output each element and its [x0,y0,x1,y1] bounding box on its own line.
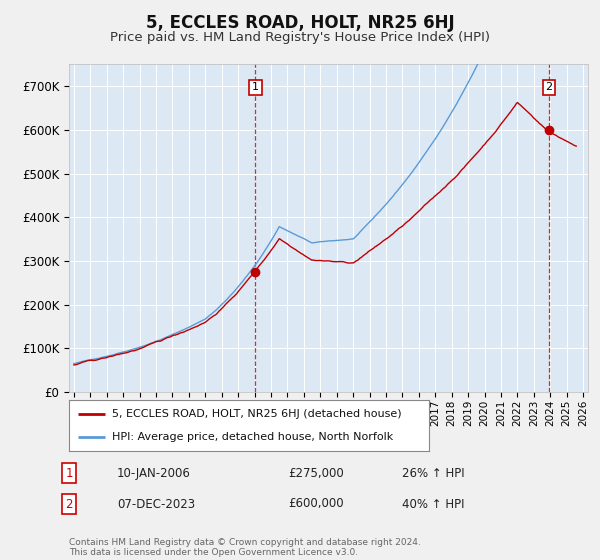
Text: 5, ECCLES ROAD, HOLT, NR25 6HJ (detached house): 5, ECCLES ROAD, HOLT, NR25 6HJ (detached… [112,409,402,419]
Text: 10-JAN-2006: 10-JAN-2006 [117,466,191,480]
Text: £600,000: £600,000 [288,497,344,511]
Text: 40% ↑ HPI: 40% ↑ HPI [402,497,464,511]
Text: 2: 2 [545,82,553,92]
Text: Contains HM Land Registry data © Crown copyright and database right 2024.
This d: Contains HM Land Registry data © Crown c… [69,538,421,557]
Text: 26% ↑ HPI: 26% ↑ HPI [402,466,464,480]
Text: 1: 1 [65,466,73,480]
Text: 1: 1 [252,82,259,92]
Text: Price paid vs. HM Land Registry's House Price Index (HPI): Price paid vs. HM Land Registry's House … [110,31,490,44]
Text: 07-DEC-2023: 07-DEC-2023 [117,497,195,511]
Text: HPI: Average price, detached house, North Norfolk: HPI: Average price, detached house, Nort… [112,432,394,442]
Text: 2: 2 [65,497,73,511]
Text: 5, ECCLES ROAD, HOLT, NR25 6HJ: 5, ECCLES ROAD, HOLT, NR25 6HJ [146,14,454,32]
Text: £275,000: £275,000 [288,466,344,480]
